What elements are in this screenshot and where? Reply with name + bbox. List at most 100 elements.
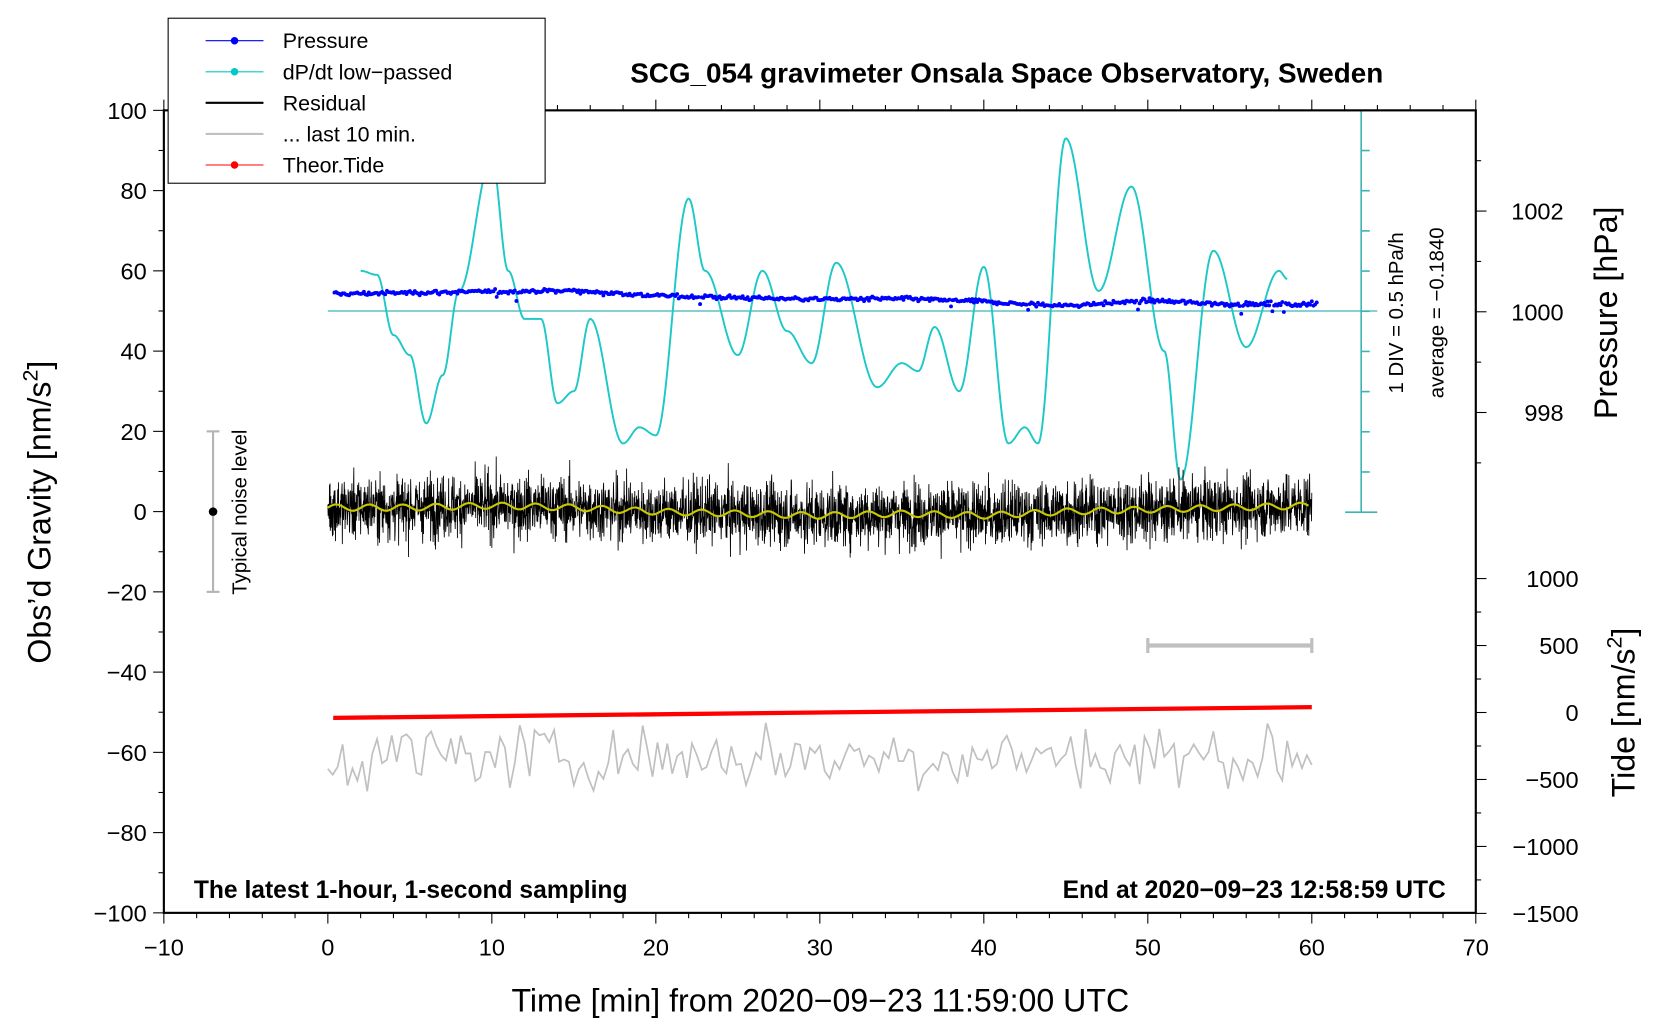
pressure-point bbox=[1024, 302, 1029, 307]
pressure-point bbox=[1239, 311, 1244, 316]
pressure-point bbox=[901, 297, 906, 302]
residual-line bbox=[327, 456, 1313, 559]
pressure-point bbox=[1101, 303, 1106, 308]
legend-swatch-dot bbox=[230, 68, 239, 76]
pressure-tick-label: 1000 bbox=[1511, 299, 1563, 325]
axes: −10 0 10 20 30 40 50 60 70100806040200−20−40−60−… bbox=[94, 98, 1579, 961]
legend-label: dP/dt low−passed bbox=[283, 60, 453, 84]
pressure-point bbox=[1309, 299, 1314, 304]
pressure-point bbox=[675, 292, 680, 296]
legend-box bbox=[167, 17, 546, 184]
pressure-point bbox=[1237, 304, 1242, 309]
pressure-point bbox=[970, 297, 975, 301]
y-tick-label-left: −100 bbox=[94, 900, 147, 926]
pressure-point bbox=[1270, 309, 1275, 314]
pressure-point bbox=[1122, 301, 1127, 306]
pressure-tick-label: 1002 bbox=[1511, 199, 1563, 225]
theor-tide-line bbox=[333, 705, 1312, 720]
pressure-point bbox=[1281, 310, 1286, 314]
pressure-point bbox=[1147, 296, 1152, 301]
last-10-min-line bbox=[327, 722, 1313, 794]
pressure-point bbox=[698, 302, 703, 306]
pressure-point bbox=[947, 297, 952, 302]
pressure-point bbox=[1150, 297, 1155, 302]
x-axis-label: Time [min] from 2020−09−23 11:59:00 UTC bbox=[512, 982, 1130, 1018]
y-axis-label-pressure: Pressure [hPa] bbox=[1588, 207, 1624, 420]
pressure-point bbox=[1208, 300, 1213, 305]
legend-label: Pressure bbox=[283, 29, 369, 53]
pressure-point bbox=[383, 292, 388, 297]
pressure-point bbox=[927, 299, 932, 303]
pressure-point bbox=[1109, 302, 1114, 307]
x-tick-label: 20 bbox=[643, 935, 669, 961]
x-tick-label: 60 bbox=[1299, 935, 1325, 961]
pressure-point bbox=[972, 300, 976, 305]
pressure-point bbox=[1040, 301, 1045, 306]
pressure-point bbox=[599, 290, 604, 295]
chart-title: SCG_054 gravimeter Onsala Space Observat… bbox=[630, 57, 1383, 88]
tide-tick-label: 500 bbox=[1539, 633, 1578, 659]
pressure-point bbox=[1181, 298, 1186, 303]
legend-label: Residual bbox=[283, 91, 366, 115]
y-tick-label-left: 80 bbox=[121, 178, 147, 204]
x-tick-label: 0 bbox=[321, 935, 334, 961]
pressure-point bbox=[1244, 300, 1249, 304]
note-left: The latest 1-hour, 1-second sampling bbox=[194, 877, 628, 904]
y-tick-label-left: 100 bbox=[107, 98, 146, 124]
pressure-tick-label: 998 bbox=[1524, 400, 1563, 426]
legend-label: ... last 10 min. bbox=[283, 122, 416, 146]
pressure-point bbox=[601, 293, 606, 298]
pressure-point bbox=[867, 298, 871, 303]
pressure-point bbox=[899, 294, 904, 299]
pressure-point bbox=[514, 299, 519, 303]
pressure-point bbox=[1308, 302, 1313, 307]
x-tick-label: 50 bbox=[1135, 935, 1161, 961]
y-tick-label-left: 40 bbox=[121, 339, 147, 365]
noise-level-label: Typical noise level bbox=[229, 430, 251, 595]
tide-tick-label: −1500 bbox=[1512, 901, 1578, 927]
pressure-point bbox=[576, 288, 581, 293]
pressure-point bbox=[455, 291, 460, 296]
pressure-point bbox=[1280, 300, 1285, 304]
x-tick-label: 10 bbox=[479, 935, 505, 961]
dpdt-line bbox=[360, 137, 1288, 481]
pressure-point bbox=[1265, 299, 1270, 304]
pressure-point bbox=[512, 288, 517, 293]
residual-lowpass-line bbox=[327, 501, 1310, 520]
pressure-point bbox=[690, 293, 694, 298]
pressure-point bbox=[411, 291, 416, 296]
tide-tick-label: 0 bbox=[1565, 700, 1578, 726]
dpdt-scale-label: 1 DIV = 0.5 hPa/h bbox=[1386, 232, 1408, 393]
y-tick-label-left: −60 bbox=[107, 740, 147, 766]
pressure-point bbox=[494, 294, 499, 299]
tide-tick-label: −500 bbox=[1526, 767, 1579, 793]
pressure-point bbox=[1142, 297, 1147, 302]
noise-level-dot bbox=[208, 507, 218, 516]
pressure-point bbox=[696, 295, 701, 299]
x-tick-label: 70 bbox=[1463, 935, 1489, 961]
y-tick-label-left: −40 bbox=[107, 660, 147, 686]
x-tick-label: −10 bbox=[144, 935, 184, 961]
x-tick-label: 40 bbox=[971, 935, 997, 961]
pressure-point bbox=[1268, 299, 1273, 304]
tide-tick-label: 1000 bbox=[1526, 566, 1578, 592]
note-right: End at 2020−09−23 12:58:59 UTC bbox=[1063, 877, 1446, 904]
y-axis-label-left: Obs’d Gravity [nm/s2] bbox=[18, 361, 57, 664]
legend-label: Theor.Tide bbox=[283, 153, 385, 177]
pressure-point bbox=[639, 291, 644, 296]
pressure-point bbox=[1263, 303, 1268, 308]
pressure-point bbox=[1245, 303, 1250, 308]
legend-swatch-dot bbox=[230, 161, 239, 169]
pressure-point bbox=[1034, 304, 1039, 309]
y-tick-label-left: 20 bbox=[121, 419, 147, 445]
pressure-point bbox=[1026, 307, 1031, 312]
pressure-point bbox=[1278, 303, 1283, 308]
pressure-point bbox=[949, 304, 953, 309]
pressure-point bbox=[1136, 307, 1140, 312]
pressure-point bbox=[1314, 300, 1319, 305]
pressure-point bbox=[745, 295, 750, 300]
legend-swatch-dot bbox=[230, 36, 239, 45]
pressure-point bbox=[1134, 298, 1139, 303]
legend: Pressure dP/dt low−passed Residual ... last… bbox=[167, 17, 546, 184]
pressure-point bbox=[865, 295, 870, 300]
